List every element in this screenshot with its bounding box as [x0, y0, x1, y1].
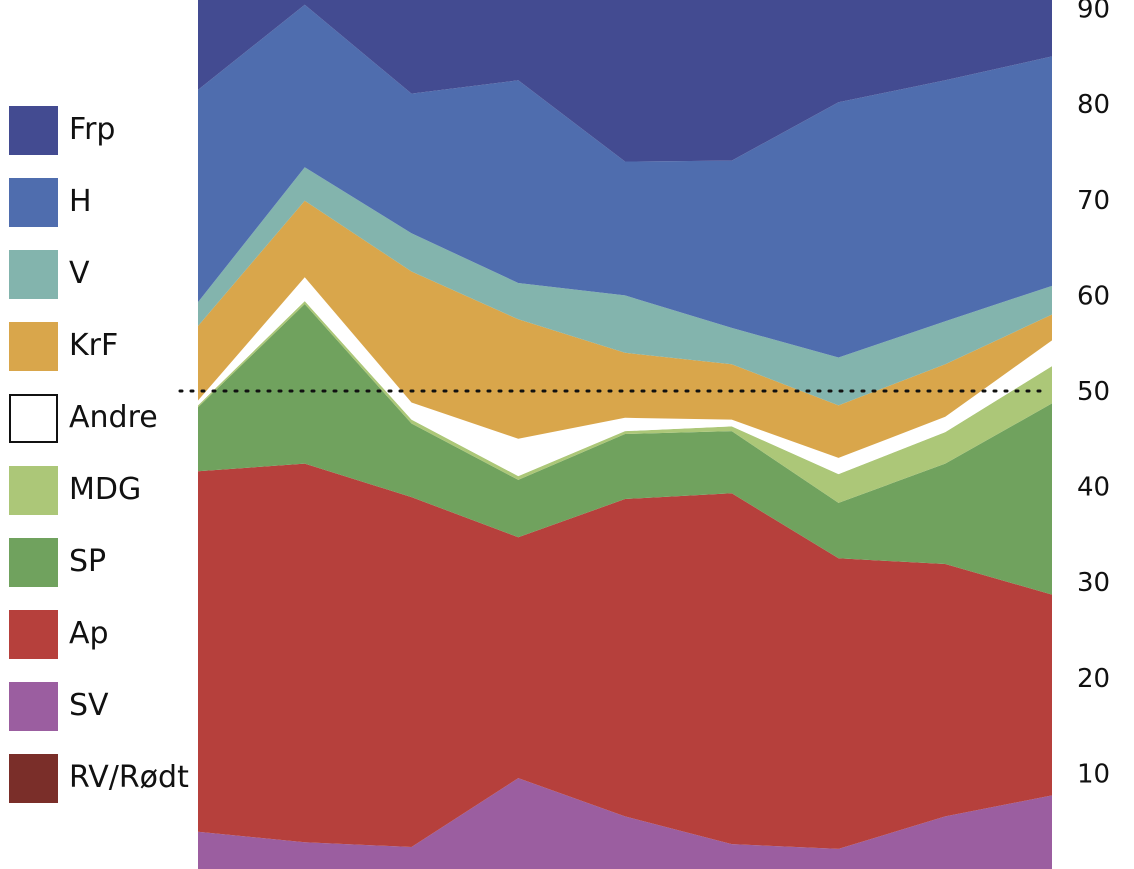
y-tick-label: 20 [1077, 664, 1110, 694]
y-tick-label: 40 [1077, 473, 1110, 503]
y-tick-label: 70 [1077, 186, 1110, 216]
legend-label: KrF [69, 328, 119, 363]
legend-swatch [9, 682, 58, 731]
legend-swatch [9, 250, 58, 299]
y-tick-label: 60 [1077, 281, 1110, 311]
y-tick-label: 30 [1077, 568, 1110, 598]
legend-swatch [9, 754, 58, 803]
area-frp [198, 0, 1052, 162]
y-tick-label: 10 [1077, 759, 1110, 789]
legend-swatch [9, 106, 58, 155]
area-layers [198, 0, 1052, 869]
y-axis-ticks: 10 20 30 40 50 60 70 80 90 [1077, 0, 1110, 789]
legend-swatch [9, 466, 58, 515]
y-tick-label: 90 [1077, 0, 1110, 25]
area-h [198, 4, 1052, 358]
legend-label: Andre [69, 400, 158, 435]
legend-label: H [69, 184, 92, 219]
area-ap [198, 463, 1052, 849]
legend-swatch [9, 538, 58, 587]
legend-swatch [9, 394, 58, 443]
legend-label: RV/Rødt [69, 760, 189, 795]
legend-swatch [9, 322, 58, 371]
legend-label: SV [69, 688, 109, 723]
y-tick-label: 50 [1077, 377, 1110, 407]
legend-label: MDG [69, 472, 142, 507]
legend-label: V [69, 256, 90, 291]
area-sp [198, 304, 1052, 595]
legend-swatch [9, 178, 58, 227]
legend-label: Frp [69, 112, 116, 147]
area-krf [198, 200, 1052, 458]
legend-label: SP [69, 544, 107, 579]
area-sv [198, 778, 1052, 869]
legend-swatch [9, 610, 58, 659]
legend-label: Ap [69, 616, 109, 651]
y-tick-label: 80 [1077, 90, 1110, 120]
